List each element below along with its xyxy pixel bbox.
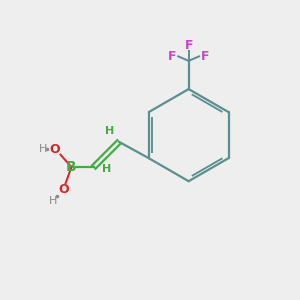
Text: B: B — [66, 160, 77, 174]
Text: F: F — [201, 50, 209, 63]
Text: H: H — [49, 196, 57, 206]
Text: F: F — [184, 39, 193, 52]
Text: H: H — [38, 144, 47, 154]
Text: O: O — [50, 143, 60, 156]
Text: H: H — [102, 164, 111, 174]
Text: F: F — [168, 50, 176, 63]
Text: H: H — [106, 125, 115, 136]
Text: O: O — [59, 183, 69, 196]
